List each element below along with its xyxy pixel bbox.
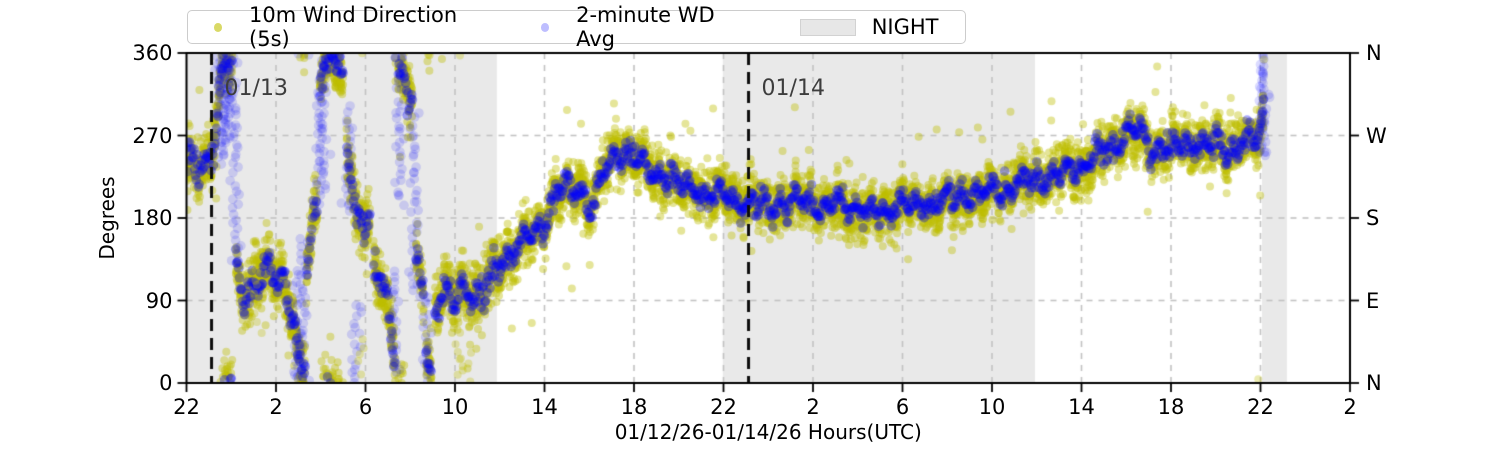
legend-label-night: NIGHT	[871, 15, 939, 39]
day-label-0114: 01/14	[761, 76, 825, 101]
compass-label-2: S	[1366, 206, 1380, 230]
x-tick-label-3: 10	[441, 395, 469, 419]
compass-label-1: E	[1366, 288, 1380, 313]
x-tick-label-0: 22	[173, 395, 200, 419]
x-tick-label-12: 22	[1247, 395, 1274, 419]
y-tick-label-3: 270	[132, 123, 173, 148]
compass-label-0: N	[1366, 371, 1382, 395]
compass-label-4: N	[1366, 41, 1382, 65]
y-tick-label-1: 90	[145, 288, 173, 313]
x-tick-label-13: 2	[1343, 395, 1357, 419]
legend-item-wind-5s: 10m Wind Direction (5s)	[213, 3, 492, 51]
x-tick-label-8: 6	[895, 395, 910, 419]
compass-label-3: W	[1366, 123, 1387, 148]
y-tick-label-0: 0	[159, 371, 173, 395]
legend-item-wd-avg: 2-minute WD Avg	[540, 3, 751, 51]
wind-5s-marker-icon	[213, 22, 223, 32]
x-tick-label-9: 10	[978, 395, 1006, 419]
x-tick-label-11: 18	[1157, 395, 1185, 419]
x-tick-label-6: 22	[710, 395, 737, 419]
night-patch-icon	[799, 18, 856, 36]
x-tick-label-5: 18	[620, 395, 648, 419]
y-tick-label-4: 360	[132, 41, 173, 65]
x-axis-title: 01/12/26-01/14/26 Hours(UTC)	[614, 420, 922, 444]
x-tick-label-2: 6	[358, 395, 373, 419]
x-tick-label-10: 14	[1068, 395, 1095, 419]
x-tick-label-4: 14	[531, 395, 558, 419]
legend-item-night: NIGHT	[799, 15, 939, 39]
legend-label-wind-5s: 10m Wind Direction (5s)	[249, 3, 458, 51]
y-tick-label-2: 180	[132, 206, 173, 230]
wd-avg-marker-icon	[540, 22, 550, 32]
legend: 10m Wind Direction (5s) 2-minute WD Avg …	[186, 3, 966, 51]
day-label-0113: 01/13	[224, 76, 288, 101]
legend-label-wd-avg: 2-minute WD Avg	[576, 3, 715, 51]
x-tick-label-7: 2	[806, 395, 820, 419]
x-tick-label-1: 2	[269, 395, 283, 419]
